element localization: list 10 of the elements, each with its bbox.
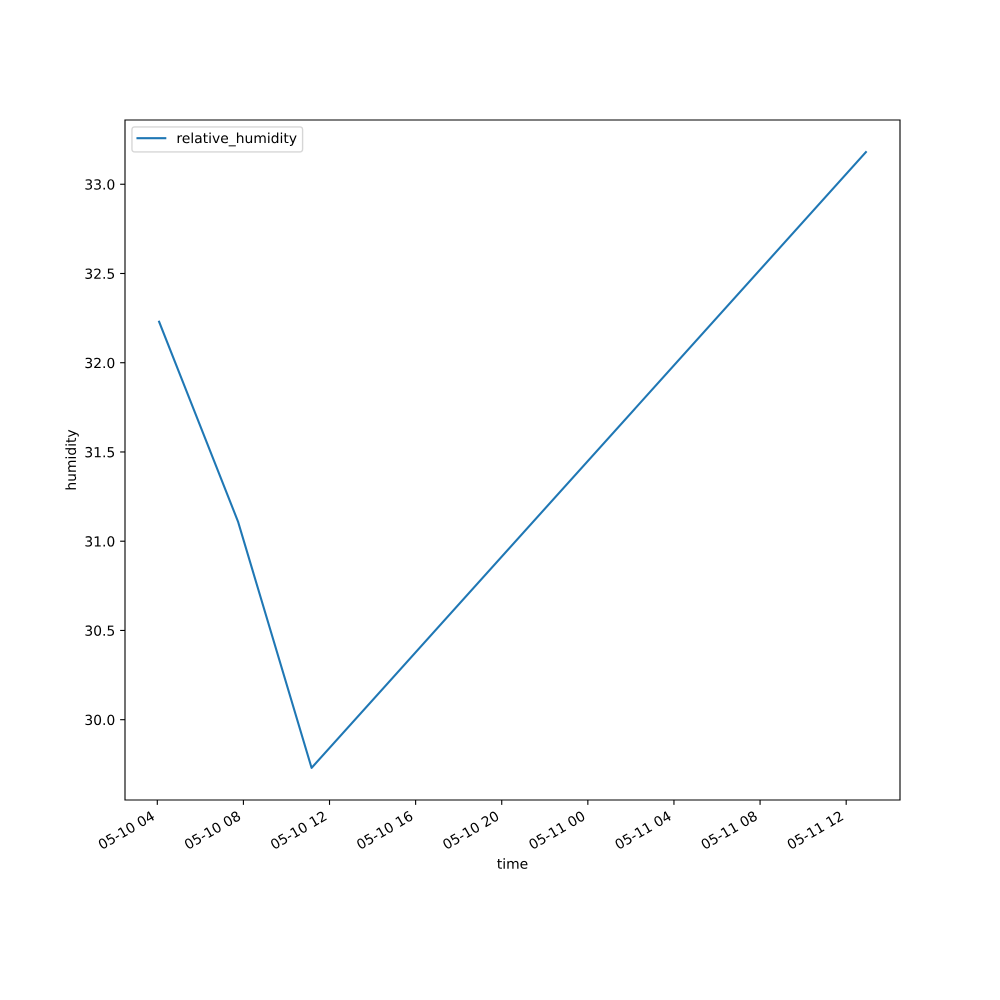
y-tick-label: 32.0 — [85, 358, 114, 368]
y-tick-label: 30.0 — [85, 714, 114, 726]
y-axis-title: humidity — [65, 430, 79, 490]
x-axis-title: time — [497, 858, 528, 869]
y-tick-label: 31.5 — [85, 446, 114, 458]
y-tick-label: 33.0 — [85, 179, 114, 190]
y-tick-label: 30.5 — [85, 625, 114, 636]
y-tick-label: 31.0 — [85, 536, 114, 547]
legend-label: relative_humidity — [178, 132, 297, 146]
y-tick-label: 32.5 — [85, 268, 114, 279]
